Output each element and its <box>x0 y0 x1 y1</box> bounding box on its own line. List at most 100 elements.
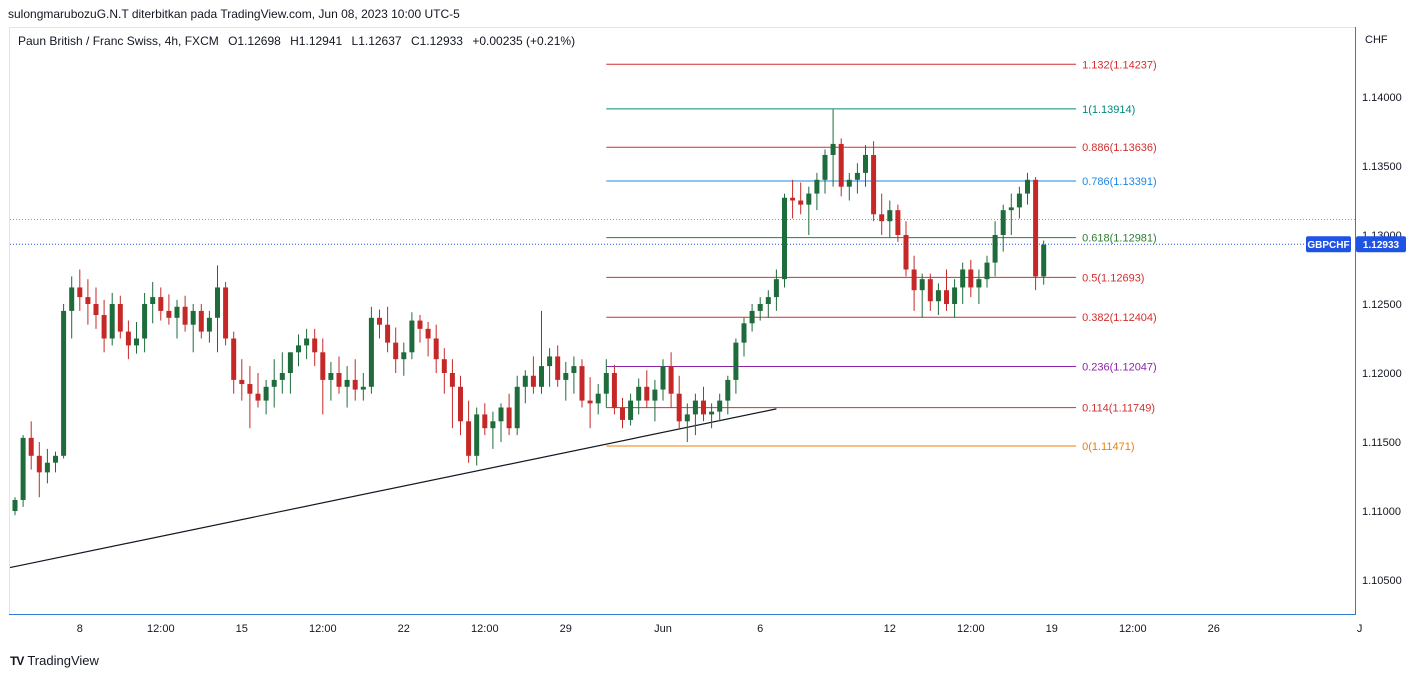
candle-body <box>247 384 253 394</box>
candle-body <box>12 499 18 511</box>
candle-body <box>77 287 83 298</box>
candle <box>992 221 998 277</box>
candle <box>231 331 237 394</box>
candle-body <box>757 304 763 311</box>
candle <box>117 295 123 339</box>
candle <box>255 373 261 408</box>
time-tick-label: 12:00 <box>147 623 175 635</box>
candle-body <box>798 200 804 205</box>
candle-body <box>660 366 666 390</box>
price-tick-label: 1.13500 <box>1362 161 1402 173</box>
candle <box>539 310 544 394</box>
candle-body <box>1041 244 1047 277</box>
candle <box>279 352 285 394</box>
candle <box>417 315 423 343</box>
candle <box>174 299 180 339</box>
candle-body <box>822 154 828 180</box>
candle-body <box>701 400 706 415</box>
candle-body <box>466 421 472 456</box>
candle <box>944 269 949 311</box>
candle <box>587 377 593 429</box>
candle <box>692 393 698 436</box>
candle <box>166 294 172 325</box>
candle <box>498 403 504 442</box>
fibonacci-retracement[interactable]: 1.132(1.14237) 1(1.13914) 0.886(1.13636) 0.… <box>606 59 1157 453</box>
time-tick-label: Jun <box>654 623 672 635</box>
candle-body <box>142 304 148 339</box>
candle-body <box>927 279 933 302</box>
candle-body <box>53 455 58 463</box>
candle-body <box>255 393 261 401</box>
candle <box>36 442 42 498</box>
candle-body <box>239 379 245 385</box>
candle <box>263 379 269 415</box>
symbol-badge <box>1306 236 1351 253</box>
candle-body <box>854 172 860 180</box>
candle-body <box>668 366 674 394</box>
candle <box>109 292 115 346</box>
candle <box>579 359 585 408</box>
candle-body <box>879 214 885 222</box>
price-axis[interactable]: 1.140001.135001.130001.125001.120001.115… <box>1362 92 1402 587</box>
candle-body <box>125 331 131 346</box>
symbol-description[interactable]: Paun British / Franc Swiss, 4h, FXCM <box>18 34 219 48</box>
candle <box>903 221 909 277</box>
candle-body <box>223 287 229 339</box>
fib-level-label: 0.382(1.12404) <box>1082 312 1157 324</box>
candle-body <box>628 400 634 420</box>
candle <box>911 255 917 311</box>
candle <box>814 172 820 211</box>
candle <box>85 279 91 325</box>
candle-body <box>765 297 771 304</box>
candle <box>53 451 58 473</box>
ohlc-close: C1.12933 <box>410 34 463 48</box>
candle <box>984 255 990 288</box>
candle-body <box>101 315 107 339</box>
candle <box>150 281 156 324</box>
candle <box>830 109 836 187</box>
candle-body <box>644 386 650 401</box>
candle <box>960 262 966 304</box>
brand-name[interactable]: TradingView <box>27 653 99 668</box>
candle-body <box>320 352 326 380</box>
candle-body <box>69 287 75 311</box>
candle <box>1008 193 1014 235</box>
candle-body <box>36 455 42 473</box>
candle-body <box>539 366 544 387</box>
candle-body <box>547 356 553 367</box>
candle <box>514 375 520 436</box>
candle-body <box>814 179 820 194</box>
candle-body <box>522 375 528 387</box>
candle-body <box>773 279 779 298</box>
candle-body <box>1016 193 1022 208</box>
candle-body <box>85 297 91 304</box>
candle <box>741 317 747 357</box>
candle-body <box>433 338 439 360</box>
candle-body <box>579 366 585 401</box>
candle <box>474 407 480 466</box>
trendline[interactable] <box>9 408 777 569</box>
candle-body <box>935 290 941 302</box>
candle-body <box>279 373 285 380</box>
candle <box>61 304 67 459</box>
ohlc-high: H1.12941 <box>290 34 343 48</box>
candle-body <box>352 379 358 390</box>
candle <box>595 384 601 415</box>
tradingview-logo-icon[interactable]: TV <box>10 653 24 668</box>
candle-body <box>968 269 974 288</box>
time-axis[interactable]: 8 12:00 15 12:00 22 12:00 29 Jun 6 12 12:00 19 12:00… <box>77 623 1363 635</box>
candle <box>466 400 472 463</box>
candle-body <box>215 287 220 318</box>
candle-body <box>887 210 893 222</box>
candle <box>393 327 399 373</box>
candle-body <box>296 345 301 353</box>
candle-body <box>158 297 164 311</box>
candle <box>668 352 674 408</box>
candle <box>506 393 512 436</box>
candle <box>676 375 682 429</box>
candle-body <box>984 262 990 280</box>
candle-body <box>871 154 877 215</box>
candle <box>344 366 350 408</box>
candle <box>352 359 358 401</box>
